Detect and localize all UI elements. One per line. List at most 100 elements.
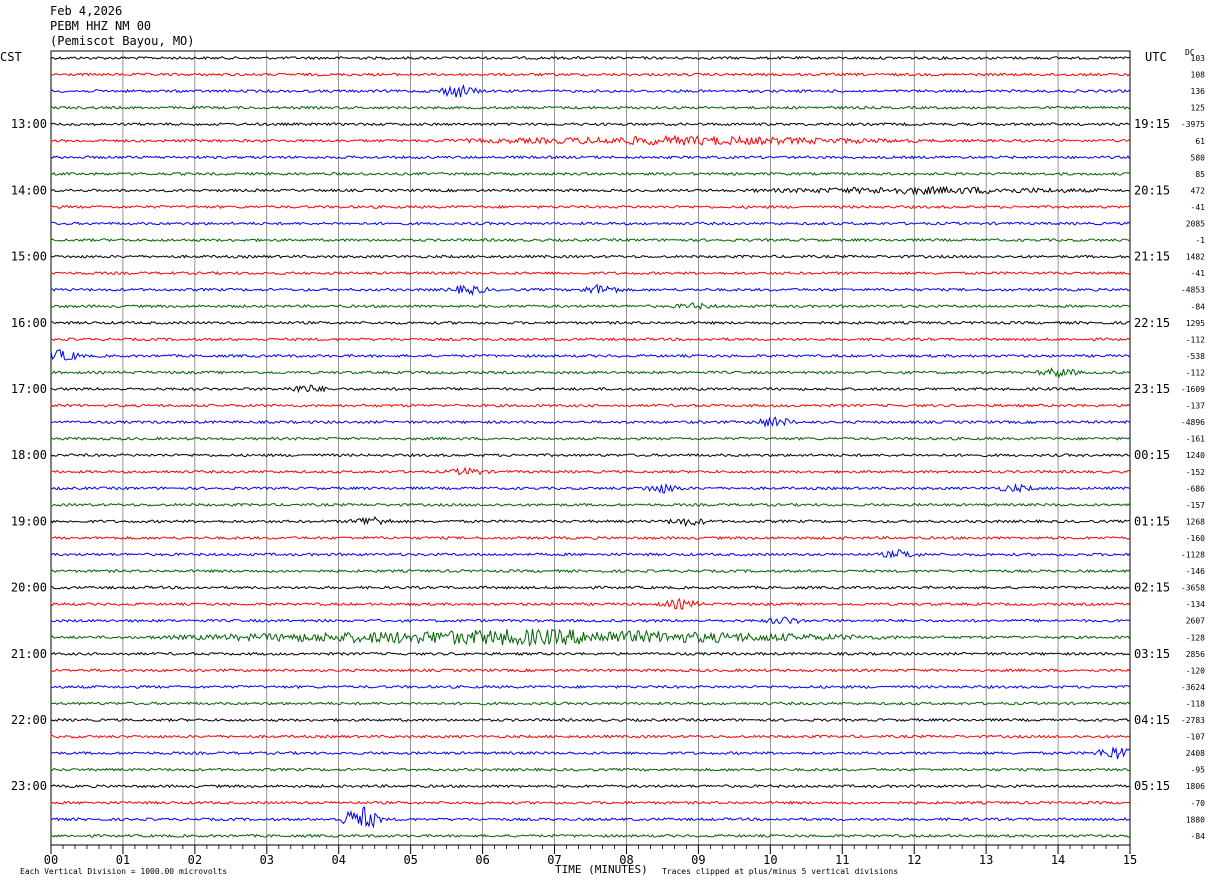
dc-offset-label: 1482 (1186, 253, 1205, 262)
x-tick-label: 08 (619, 853, 633, 867)
trace-row-5 (50, 134, 1130, 147)
dc-offset-label: -3975 (1181, 120, 1205, 129)
cst-hour-label: 13:00 (11, 117, 47, 131)
trace-row-16 (50, 320, 1130, 326)
trace-row-19 (50, 366, 1130, 379)
x-tick-label: 12 (907, 853, 921, 867)
x-tick-label: 04 (332, 853, 346, 867)
dc-offset-label: 472 (1191, 186, 1206, 195)
dc-offset-label: -70 (1191, 799, 1206, 808)
x-tick-label: 06 (475, 853, 489, 867)
trace-row-17 (50, 337, 1130, 342)
utc-hour-label: 23:15 (1134, 382, 1170, 396)
trace-row-42 (50, 746, 1130, 760)
utc-hour-label: 05:15 (1134, 779, 1170, 793)
x-axis-title: TIME (MINUTES) (555, 863, 648, 876)
dc-offset-label: -112 (1186, 368, 1205, 377)
location-label: (Pemiscot Bayou, MO) (50, 34, 195, 48)
trace-row-33 (50, 597, 1130, 610)
x-tick-label: 05 (403, 853, 417, 867)
dc-offset-label: -1609 (1181, 385, 1205, 394)
x-tick-label: 03 (260, 853, 274, 867)
trace-row-11 (50, 237, 1130, 243)
trace-row-18 (50, 348, 1130, 361)
x-tick-label: 13 (979, 853, 993, 867)
dc-offset-label: 85 (1195, 170, 1205, 179)
dc-offset-label: -84 (1191, 832, 1206, 841)
dc-offset-label: 2408 (1186, 749, 1205, 758)
cst-hour-label: 16:00 (11, 316, 47, 330)
utc-hour-label: 21:15 (1134, 250, 1170, 264)
trace-row-43 (50, 767, 1130, 772)
dc-offset-label: -128 (1186, 633, 1205, 642)
x-tick-label: 01 (116, 853, 130, 867)
trace-row-28 (50, 515, 1130, 528)
dc-offset-label: 1268 (1186, 517, 1205, 526)
trace-row-46 (50, 806, 1130, 829)
dc-offset-label: -118 (1186, 699, 1205, 708)
trace-row-9 (50, 204, 1130, 210)
cst-hour-label: 23:00 (11, 779, 47, 793)
utc-hour-label: 00:15 (1134, 448, 1170, 462)
dc-offset-label: 2607 (1186, 617, 1205, 626)
utc-hour-label: 20:15 (1134, 183, 1170, 197)
trace-row-38 (50, 684, 1130, 690)
utc-hour-label: 02:15 (1134, 581, 1170, 595)
x-tick-label: 07 (547, 853, 561, 867)
trace-row-39 (50, 701, 1130, 706)
scale-note: Each Vertical Division = 1000.00 microvo… (20, 867, 228, 876)
dc-offset-label: 125 (1191, 104, 1206, 113)
dc-offset-label: -686 (1186, 484, 1205, 493)
clip-note: Traces clipped at plus/minus 5 vertical … (662, 867, 899, 876)
cst-hour-label: 19:00 (11, 514, 47, 528)
trace-row-22 (50, 416, 1130, 428)
trace-row-15 (50, 302, 1130, 311)
dc-offset-label: -2783 (1181, 716, 1205, 725)
trace-row-14 (50, 283, 1130, 297)
cst-hour-label: 20:00 (11, 581, 47, 595)
trace-row-37 (50, 668, 1130, 673)
trace-row-6 (50, 155, 1130, 160)
dc-offset-label: 2085 (1186, 220, 1205, 229)
dc-offset-label: -120 (1186, 666, 1205, 675)
trace-row-35 (50, 628, 1130, 648)
dc-column-label: DC (1185, 48, 1195, 57)
trace-row-4 (50, 122, 1130, 127)
plot-frame (50, 50, 1131, 846)
dc-offset-label: 1806 (1186, 782, 1205, 791)
dc-offset-label: 1240 (1186, 451, 1205, 460)
utc-hour-label: 01:15 (1134, 514, 1170, 528)
dc-offset-label: -4853 (1181, 286, 1205, 295)
trace-row-47 (50, 833, 1130, 839)
cst-hour-label: 15:00 (11, 250, 47, 264)
dc-offset-label: -134 (1186, 600, 1205, 609)
trace-row-26 (50, 482, 1130, 494)
trace-row-41 (50, 734, 1130, 739)
trace-row-30 (50, 549, 1130, 559)
dc-offset-label: 103 (1191, 54, 1206, 63)
cst-hour-label: 22:00 (11, 713, 47, 727)
dc-offset-label: -3624 (1181, 683, 1205, 692)
dc-offset-label: 136 (1191, 87, 1206, 96)
dc-offset-label: -1128 (1181, 551, 1205, 560)
x-tick-label: 15 (1123, 853, 1137, 867)
trace-row-25 (50, 466, 1130, 476)
trace-row-45 (50, 800, 1130, 806)
left-timezone-label: CST (0, 50, 22, 64)
dc-offset-label: 108 (1191, 71, 1206, 80)
dc-offset-label: -146 (1186, 567, 1205, 576)
trace-row-44 (50, 784, 1130, 789)
dc-offset-label: -137 (1186, 402, 1205, 411)
dc-offset-label: 1295 (1186, 319, 1205, 328)
utc-hour-label: 04:15 (1134, 713, 1170, 727)
trace-row-31 (50, 568, 1130, 574)
dc-offset-label: 1880 (1186, 815, 1205, 824)
trace-row-12 (50, 254, 1130, 259)
trace-row-24 (50, 453, 1130, 458)
dc-offset-label: -161 (1186, 435, 1205, 444)
date-label: Feb 4,2026 (50, 4, 123, 18)
trace-row-8 (50, 185, 1130, 196)
dc-offset-label: -41 (1191, 269, 1206, 278)
dc-offset-label: -95 (1191, 766, 1206, 775)
trace-row-3 (50, 105, 1130, 110)
